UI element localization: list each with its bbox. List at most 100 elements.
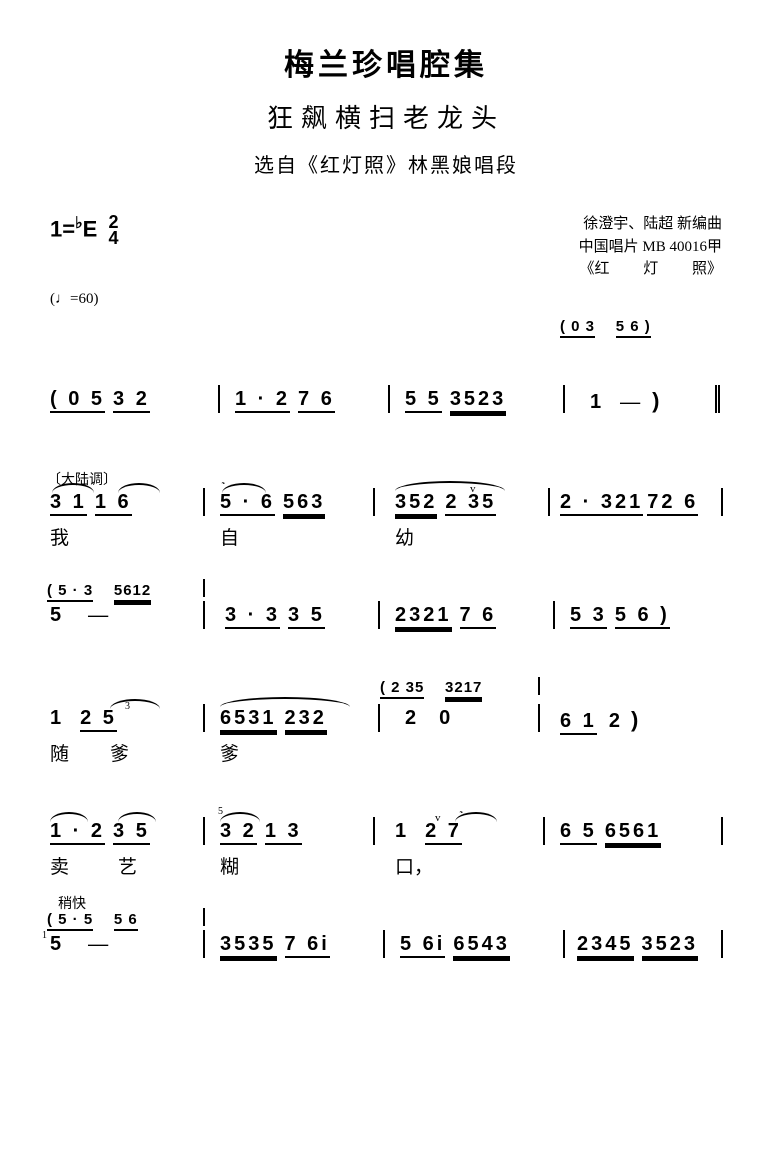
notes: 1 [395,820,409,843]
upper-notes: ( 5 · 3 [47,582,93,602]
notes: 1 · 2 [235,388,290,413]
barline [388,385,390,413]
ornament-small: 1 [42,930,47,941]
barline [543,817,545,845]
notes: 5 [50,933,64,956]
key-prefix: 1= [50,216,75,241]
notes: 6543 [453,933,510,958]
notes: 3 5 [113,820,150,845]
notes: 0 [439,707,453,730]
lyric: 糊 [220,852,239,879]
barline-double [715,385,720,413]
barline [548,488,550,516]
notes: 2 5 [80,707,117,732]
upper-notes: ( 0 3 [560,318,595,338]
notes: 6 5 [560,820,597,845]
rest-dash: — [620,391,640,414]
upper-notes: 5612 [114,582,151,602]
notes: 3 1 [50,491,87,516]
ornament-small: 5 [218,806,223,817]
ornament: 𝆝 [460,806,463,819]
key-signature: 1=♭E 2 4 [50,213,118,246]
lyric: 随 [50,739,69,766]
paren-close: ) [631,707,638,733]
annotation-shaokuai: 稍快 [58,893,86,913]
notes: 2321 [395,604,452,629]
title-sub: 狂飙横扫老龙头 [50,98,722,135]
barline-upper [203,579,205,597]
title-main: 梅兰珍唱腔集 [50,40,722,84]
upper-notes: 5 6 ) [616,318,651,338]
upper-notes: 3217 [445,679,482,699]
barline [563,930,565,958]
staff-line-6: 稍快 ( 5 · 5 5 6 1 5 — 3535 7 6i 5 6i 6543… [50,933,722,988]
notes: 5 [50,604,64,627]
title-source: 选自《红灯照》林黑娘唱段 [50,149,722,178]
notes: 352 [395,491,437,516]
rest-dash: — [88,933,108,956]
barline-upper [203,908,205,926]
notes: 7 6i [285,933,330,958]
barline [378,704,380,732]
lyric: 爹 [220,739,239,766]
notes: 563 [283,491,325,516]
staff-line-3: ( 5 · 3 5612 5 — 3 · 3 3 5 2321 7 6 5 3 … [50,604,722,659]
upper-notes: ( 2 35 [380,679,424,699]
notes: 1 · 2 [50,820,105,845]
barline [383,930,385,958]
notes: 2 · 321 [560,491,643,516]
barline [538,704,540,732]
notes: 1 [590,391,604,414]
barline [203,488,205,516]
notes: 3523 [642,933,699,958]
staff-line-4: ( 2 35 3217 1 2 5 3 随 爹 6531 232 爹 2 0 6… [50,707,722,762]
notes: 5 · 6 [220,491,275,516]
key-note: E [83,216,98,241]
notes: 2 7 [425,820,462,845]
notes: 3 · 3 [225,604,280,629]
notes: 5 5 [405,388,442,413]
notes: 7 6 [460,604,497,629]
barline [203,930,205,958]
notes: 2 [609,710,623,733]
barline [203,704,205,732]
barline [203,817,205,845]
staff-line-5: 1 · 2 3 5 卖 艺 5 3 2 1 3 糊 v 𝆝 1 2 7 口， 6… [50,820,722,875]
notes: 1 [50,707,64,730]
barline [553,601,555,629]
sheet-header: 梅兰珍唱腔集 狂飙横扫老龙头 选自《红灯照》林黑娘唱段 [50,40,722,178]
notes: ( 0 5 [50,388,105,413]
barline [563,385,565,413]
credits-line1: 徐澄宇、陆超 新编曲 [579,213,722,236]
notes: 3 2 [113,388,150,413]
credits: 徐澄宇、陆超 新编曲 中国唱片 MB 40016甲 《红 灯 照》 [579,213,722,281]
lyric: 爹 [110,739,129,766]
notes: 1 3 [265,820,302,845]
barline [373,817,375,845]
notes: 3535 [220,933,277,958]
lyric: 自 [220,523,239,550]
ornament: 𝆝 [222,477,225,490]
barline [373,488,375,516]
credits-line2: 中国唱片 MB 40016甲 [579,236,722,259]
notes: 5 6i [400,933,445,958]
flat-symbol: ♭ [75,215,83,232]
paren-close: ) [652,388,659,414]
notes: 6 1 [560,710,597,735]
tempo-marking: (♩=60) [50,291,722,308]
barline [203,601,205,629]
barline [721,817,723,845]
notes: 232 [285,707,327,732]
notes: 6531 [220,707,277,732]
barline-upper [538,677,540,695]
notes: 7 6 [298,388,335,413]
slur [395,481,505,491]
lyric: 幼 [395,523,414,550]
notes: 5 6 ) [615,604,670,629]
notes: 2 35 [445,491,496,516]
notes: 2345 [577,933,634,958]
barline [721,930,723,958]
notes: 3 5 [288,604,325,629]
staff-line-0: ( 0 3 5 6 ) [50,318,722,358]
notes: 3 2 [220,820,257,845]
